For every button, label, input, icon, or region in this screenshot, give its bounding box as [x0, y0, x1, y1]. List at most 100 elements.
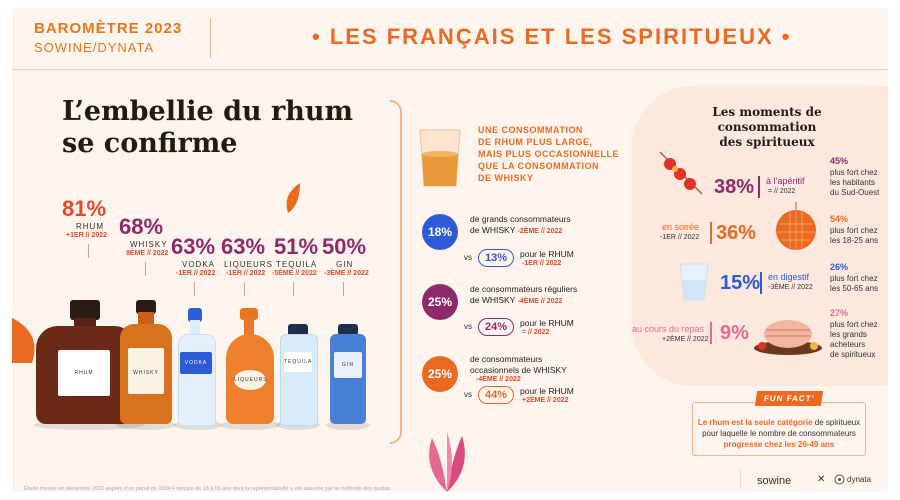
moment-side-text-digestif: plus fort chez les 50-65 ans: [830, 274, 879, 293]
moment-side-pct-aperitif: 45%: [830, 156, 849, 166]
moment-divider: [710, 322, 712, 344]
skewer-icon: [659, 151, 703, 195]
brands-label: SOWINE/DYNATA: [34, 40, 155, 55]
moment-side-pct-evening: 54%: [830, 214, 849, 224]
spirit-name-gin: GIN: [336, 260, 354, 269]
tick: [343, 282, 344, 296]
rhum-rank: +2ÈME // 2022: [522, 397, 569, 404]
whisky-glass-icon: [419, 129, 461, 187]
header-divider: [210, 18, 211, 58]
spirit-pct-gin: 50%: [322, 234, 367, 259]
dynata-logo-icon: [834, 474, 845, 485]
sowine-logo: sowine: [757, 475, 792, 487]
headline: L’embellie du rhum se confirme: [62, 96, 353, 160]
disco-ball-icon: [776, 202, 816, 250]
roast-dish-icon: [754, 320, 822, 355]
footnote: Étude menée en décembre 2022 auprès d’un…: [24, 486, 392, 492]
moment-label-evening: en soirée: [662, 222, 700, 232]
spirit-pct-vodka: 63%: [171, 234, 216, 259]
bottle-label-tequila: TEQUILA: [284, 359, 313, 365]
spirit-name-whisky: WHISKY: [130, 240, 168, 249]
moment-side-text-meal: plus fort chez les grands acheteurs de s…: [830, 320, 878, 359]
bottle-label-whisky: WHISKY: [133, 370, 159, 376]
bottle-cap: [70, 300, 100, 320]
spirit-rank-whisky: 9ÈME // 2022: [126, 250, 169, 257]
moment-pct-meal: 9%: [720, 322, 749, 344]
spirit-name-rhum: RHUM: [76, 222, 104, 231]
tick: [88, 244, 89, 258]
moments-background: [632, 86, 888, 386]
bottle-shadow: [326, 420, 370, 430]
moment-label-meal: au cours du repas: [632, 324, 705, 334]
rhum-label: pour le RHUM: [520, 386, 574, 396]
rhum-label: pour le RHUM: [520, 249, 574, 259]
moment-rank-digestif: -3ÈME // 2022: [768, 284, 813, 291]
tick: [293, 282, 294, 296]
moment-side-pct-meal: 27%: [830, 308, 849, 318]
rhum-pill-occasional: 44%: [478, 386, 514, 404]
moment-divider: [760, 272, 762, 294]
rhum-rank: = // 2022: [522, 329, 550, 336]
consumption-title: UNE CONSOMMATION DE RHUM PLUS LARGE, MAI…: [478, 125, 620, 183]
infographic-panel: BAROMÈTRE 2023 SOWINE/DYNATA • LES FRANÇ…: [12, 8, 888, 492]
bottle-shadow: [220, 420, 280, 430]
header-separator: [12, 69, 888, 70]
decorative-flower: [429, 432, 465, 492]
moment-side-text-aperitif: plus fort chez les habitants du Sud-Oues…: [830, 168, 880, 197]
spirit-name-liqueurs: LIQUEURS: [224, 260, 273, 269]
moment-pct-aperitif: 38%: [714, 176, 755, 198]
footer-divider: [740, 470, 741, 488]
spirit-name-vodka: VODKA: [182, 260, 216, 269]
stat-text-regular: de consommateurs réguliers de WHISKY -4È…: [470, 284, 578, 305]
bottle-shadow: [34, 420, 144, 430]
moment-side-pct-digestif: 26%: [830, 262, 849, 272]
bottle-label-vodka: VODKA: [184, 360, 208, 366]
tick: [145, 262, 146, 276]
cross-icon: ✕: [817, 474, 826, 485]
glass-icon: [679, 263, 709, 301]
spirit-rank-tequila: -5ÈME // 2022: [272, 270, 317, 277]
vs-label: vs: [464, 322, 472, 331]
fun-fact-badge: FUN FACT': [754, 391, 824, 406]
moment-rank-evening: -1ER // 2022: [660, 234, 700, 241]
section-brace: [390, 100, 402, 444]
rhum-rank: -1ER // 2022: [522, 260, 562, 267]
bottle-shadow: [116, 420, 176, 430]
spirit-pct-whisky: 68%: [119, 214, 164, 239]
stat-text-heavy: de grands consommateurs de WHISKY -2ÈME …: [470, 214, 571, 235]
barometer-label: BAROMÈTRE 2023: [34, 20, 183, 37]
spirit-rank-gin: -3ÈME // 2022: [324, 270, 369, 277]
bottle-label-liqueurs: LIQUEURS: [234, 377, 268, 383]
moments-title: Les moments de consommation des spiritue…: [712, 105, 822, 149]
spirit-name-tequila: TEQUILA: [276, 260, 318, 269]
moment-side-text-evening: plus fort chez les 18-25 ans: [830, 226, 879, 245]
spirit-pct-tequila: 51%: [274, 234, 319, 259]
fun-fact-text: Le rhum est la seule catégorie de spirit…: [697, 418, 861, 449]
moment-pct-evening: 36%: [716, 222, 757, 244]
decorative-shape: [12, 318, 35, 363]
main-title: • LES FRANÇAIS ET LES SPIRITUEUX •: [312, 24, 792, 49]
stat-circle-heavy: 18%: [422, 214, 458, 250]
moment-rank-aperitif: = // 2022: [768, 188, 796, 195]
moment-rank-meal: +2ÈME // 2022: [662, 336, 709, 343]
bottle-label-rhum: RHUM: [74, 370, 94, 376]
moment-label-aperitif: à l’apéritif: [766, 176, 805, 186]
stat-circle-regular: 25%: [422, 284, 458, 320]
spirit-rank-liqueurs: -1ER // 2022: [226, 270, 266, 277]
moment-pct-digestif: 15%: [720, 272, 761, 294]
tick: [244, 282, 245, 296]
vs-label: vs: [464, 390, 472, 399]
spirit-pct-rhum: 81%: [62, 196, 107, 221]
decorative-shape: [286, 183, 300, 213]
bottle-label-gin: GIN: [342, 362, 354, 368]
stat-rank-occasional: -4ÈME // 2022: [476, 376, 521, 383]
headline-line-2: se confirme: [62, 128, 238, 159]
stat-text-occasional: de consommateurs occasionnels de WHISKY: [470, 354, 567, 375]
spirit-rank-rhum: +1ER // 2022: [66, 232, 108, 239]
headline-line-1: L’embellie du rhum: [62, 96, 354, 127]
moment-label-digestif: en digestif: [768, 272, 810, 282]
moment-divider: [758, 176, 760, 198]
rhum-pill-regular: 24%: [478, 318, 514, 336]
dynata-logo: dynata: [847, 475, 872, 484]
spirit-pct-liqueurs: 63%: [221, 234, 266, 259]
